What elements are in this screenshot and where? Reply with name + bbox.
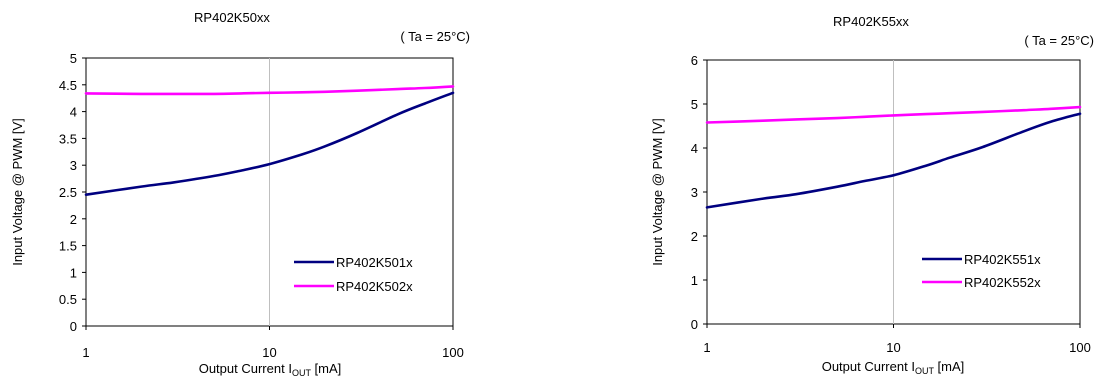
series-line-rp402k502x <box>84 85 455 96</box>
y-tick-label: 0 <box>691 317 698 332</box>
series-line-rp402k552x <box>705 105 1082 124</box>
y-axis-label: Input Voltage @ PWM [V] <box>650 118 665 266</box>
y-tick-label: 5 <box>70 51 77 66</box>
y-tick-label: 0 <box>70 319 77 334</box>
y-tick-labels: 0 0.5 1 1.5 2 2.5 3 3.5 4 4.5 5 <box>59 51 86 334</box>
y-tick-label: 1 <box>691 273 698 288</box>
legend-box <box>288 248 448 298</box>
chart-subtitle: ( Ta = 25°C) <box>400 29 470 44</box>
y-tick-label: 2.5 <box>59 185 77 200</box>
series-lines <box>705 105 1082 209</box>
legend-label-rp402k502x: RP402K502x <box>336 279 413 294</box>
x-tick-label: 1 <box>703 340 710 355</box>
legend: RP402K551x RP402K552x <box>916 246 1076 296</box>
legend-box <box>916 246 1076 296</box>
legend-label-rp402k501x: RP402K501x <box>336 255 413 270</box>
series-line-rp402k551x <box>705 112 1082 209</box>
y-tick-label: 3 <box>70 158 77 173</box>
y-tick-label: 4.5 <box>59 78 77 93</box>
y-tick-label: 2 <box>691 229 698 244</box>
x-axis-label: Output Current IOUT [mA] <box>822 359 965 376</box>
y-tick-label: 1.5 <box>59 239 77 254</box>
chart-title: RP402K55xx <box>833 14 909 29</box>
y-tick-label: 2 <box>70 212 77 227</box>
x-axis-label: Output Current IOUT [mA] <box>199 361 342 378</box>
y-tick-label: 1 <box>70 265 77 280</box>
x-tick-label: 100 <box>1069 340 1091 355</box>
x-tick-label: 10 <box>262 345 276 360</box>
y-tick-label: 0.5 <box>59 292 77 307</box>
x-axis-label-subscript: OUT <box>915 366 935 376</box>
y-axis-label: Input Voltage @ PWM [V] <box>10 118 25 266</box>
chart-subtitle: ( Ta = 25°C) <box>1024 33 1094 48</box>
x-axis-label-main: Output Current I <box>199 361 292 376</box>
x-axis-label-unit: [mA] <box>934 359 964 374</box>
x-axis-label-subscript: OUT <box>292 368 312 378</box>
y-tick-label: 3.5 <box>59 131 77 146</box>
x-axis-label-unit: [mA] <box>311 361 341 376</box>
legend-label-rp402k552x: RP402K552x <box>964 275 1041 290</box>
legend: RP402K501x RP402K502x <box>288 248 448 298</box>
y-tick-label: 4 <box>70 105 77 120</box>
x-tick-labels: 1 10 100 <box>82 326 464 360</box>
legend-label-rp402k551x: RP402K551x <box>964 252 1041 267</box>
x-tick-label: 1 <box>82 345 89 360</box>
y-tick-label: 6 <box>691 53 698 68</box>
y-tick-label: 5 <box>691 97 698 112</box>
y-tick-label: 3 <box>691 185 698 200</box>
chart-rp402k50xx: RP402K50xx ( Ta = 25°C) 0 0.5 1 1.5 2 2.5 3 3.5… <box>10 10 470 378</box>
chart-title: RP402K50xx <box>194 10 270 25</box>
series-lines <box>84 85 455 196</box>
y-tick-label: 4 <box>691 141 698 156</box>
x-axis-label-main: Output Current I <box>822 359 915 374</box>
x-tick-label: 10 <box>886 340 900 355</box>
series-line-rp402k501x <box>84 91 455 196</box>
x-tick-labels: 1 10 100 <box>703 324 1091 355</box>
y-tick-labels: 0 1 2 3 4 5 6 <box>691 53 707 332</box>
x-tick-label: 100 <box>442 345 464 360</box>
